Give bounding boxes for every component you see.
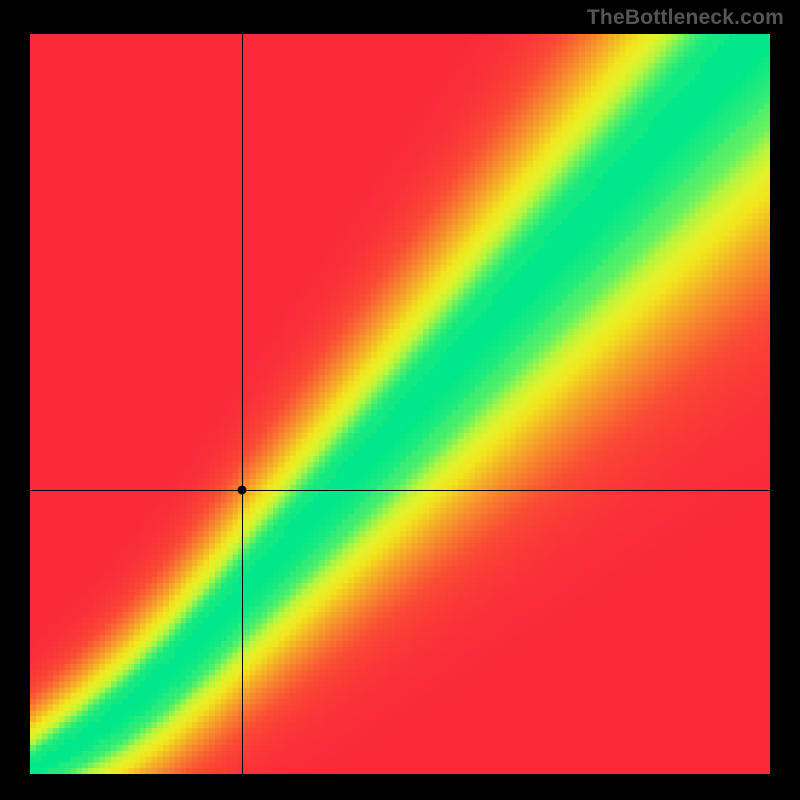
watermark-text: TheBottleneck.com [587,6,784,30]
heatmap-plot [30,34,770,774]
frame: TheBottleneck.com [0,0,800,800]
heatmap-canvas [30,34,770,774]
crosshair-horizontal [30,490,770,491]
crosshair-vertical [242,34,243,774]
marker-dot [237,485,246,494]
